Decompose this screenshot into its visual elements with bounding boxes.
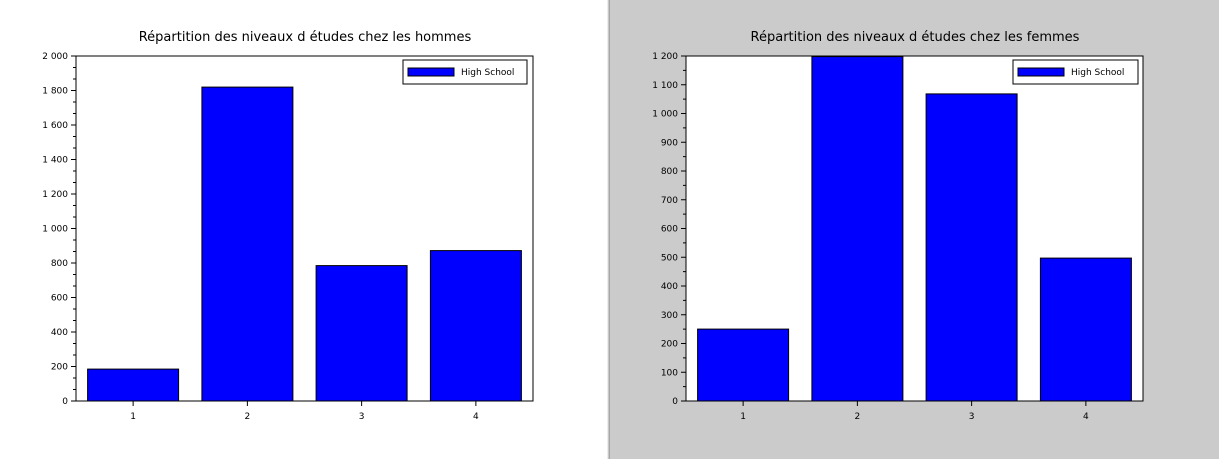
y-tick-label: 1 400 bbox=[42, 156, 68, 166]
y-tick-label: 200 bbox=[661, 340, 678, 350]
bar-4 bbox=[1039, 257, 1132, 402]
y-tick-label: 800 bbox=[51, 259, 68, 269]
legend-swatch bbox=[1017, 67, 1065, 77]
x-tick-label: 1 bbox=[130, 412, 136, 422]
y-tick-label: 400 bbox=[661, 282, 678, 292]
x-tick-label: 3 bbox=[969, 412, 975, 422]
y-tick-label: 1 200 bbox=[42, 190, 68, 200]
bar-3 bbox=[315, 265, 408, 402]
chart-panel-women: Répartition des niveaux d études chez le… bbox=[610, 0, 1219, 459]
bar-3 bbox=[925, 93, 1018, 402]
y-tick-label: 500 bbox=[661, 253, 678, 263]
chart-title: Répartition des niveaux d études chez le… bbox=[139, 30, 472, 45]
y-tick-label: 1 600 bbox=[42, 121, 68, 131]
x-tick-label: 1 bbox=[740, 412, 746, 422]
bar-1 bbox=[697, 328, 790, 402]
y-tick-label: 1 800 bbox=[42, 87, 68, 97]
y-tick-label: 0 bbox=[672, 397, 678, 407]
y-tick-label: 900 bbox=[661, 138, 678, 148]
x-tick-label: 4 bbox=[473, 412, 479, 422]
y-tick-label: 800 bbox=[661, 167, 678, 177]
chart-panel-men: Répartition des niveaux d études chez le… bbox=[42, 30, 534, 422]
y-tick-label: 1 000 bbox=[42, 225, 68, 235]
bar-2 bbox=[201, 86, 294, 402]
y-tick-label: 600 bbox=[51, 294, 68, 304]
bar-chart-women: Répartition des niveaux d études chez le… bbox=[652, 30, 1144, 422]
bar-2 bbox=[811, 56, 904, 402]
y-tick-label: 300 bbox=[661, 311, 678, 321]
x-tick-label: 3 bbox=[359, 412, 365, 422]
bar-1 bbox=[87, 368, 180, 402]
x-tick-label: 4 bbox=[1083, 412, 1089, 422]
chart-title: Répartition des niveaux d études chez le… bbox=[751, 30, 1080, 45]
y-tick-label: 600 bbox=[661, 225, 678, 235]
x-tick-label: 2 bbox=[245, 412, 251, 422]
x-tick-label: 2 bbox=[855, 412, 861, 422]
legend-label: High School bbox=[1071, 68, 1124, 78]
y-tick-label: 100 bbox=[661, 368, 678, 378]
y-tick-label: 0 bbox=[62, 397, 68, 407]
y-tick-label: 700 bbox=[661, 196, 678, 206]
y-tick-label: 2 000 bbox=[42, 52, 68, 62]
y-tick-label: 1 100 bbox=[652, 81, 678, 91]
y-tick-label: 200 bbox=[51, 363, 68, 373]
bar-4 bbox=[429, 250, 522, 402]
legend-swatch bbox=[407, 67, 455, 77]
y-tick-label: 1 200 bbox=[652, 52, 678, 62]
y-tick-label: 1 000 bbox=[652, 110, 678, 120]
y-tick-label: 400 bbox=[51, 328, 68, 338]
legend-label: High School bbox=[461, 68, 514, 78]
bar-chart-men: Répartition des niveaux d études chez le… bbox=[42, 30, 534, 422]
